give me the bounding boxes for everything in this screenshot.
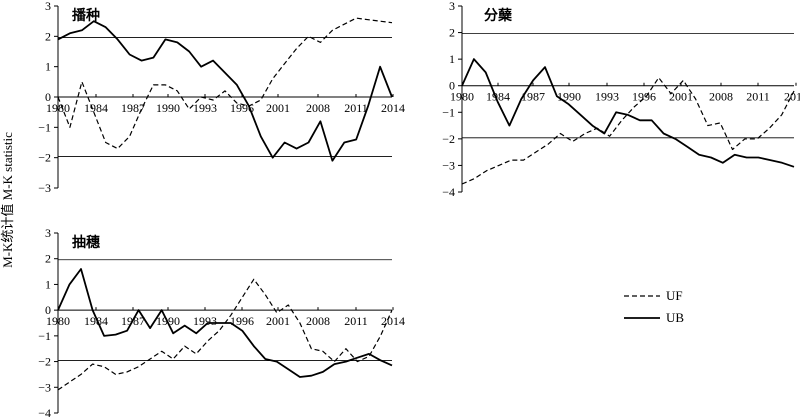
x-tick-label: 1993 [193,101,217,115]
y-tick-label: 0 [449,79,455,93]
x-tick-label: 1996 [632,90,656,104]
y-tick-label: 2 [449,26,455,40]
x-tick-label: 1984 [486,90,510,104]
x-tick-label: 2014 [381,314,405,328]
series-ub-line [461,58,795,168]
x-tick-label: 2011 [344,101,368,115]
x-tick-label: 1990 [156,101,180,115]
y-tick-label: −2 [38,355,51,369]
series-uf-line [461,77,795,185]
panel-title: 抽穗 [72,234,100,251]
x-tick-label: 2001 [266,314,290,328]
legend-ub-label: UB [666,310,684,325]
legend-uf-label: UF [666,288,683,303]
panel-title: 播种 [72,7,100,24]
y-tick-label: 3 [45,0,51,13]
x-tick-label: 1984 [84,101,108,115]
x-tick-label: 1996 [230,314,254,328]
x-tick-label: 1980 [46,314,70,328]
y-tick-label: 1 [45,60,51,74]
x-tick-label: 1993 [595,90,619,104]
x-tick-label: 1984 [84,314,108,328]
y-tick-label: −3 [38,181,51,195]
x-tick-label: 1980 [450,90,474,104]
y-tick-label: −4 [442,185,455,199]
y-tick-label: −2 [38,151,51,165]
series-uf-line [57,17,393,150]
x-tick-label: 2001 [266,101,290,115]
y-tick-label: 3 [45,226,51,240]
y-tick-label: −2 [442,132,455,146]
x-tick-label: 2014 [381,101,405,115]
y-tick-label: 3 [449,0,455,13]
x-tick-label: 1990 [557,90,581,104]
y-tick-label: 2 [45,29,51,43]
y-tick-label: 0 [45,90,51,104]
x-tick-label: 1987 [521,90,545,104]
series-ub-line [57,268,393,378]
x-tick-label: 2008 [306,101,330,115]
y-tick-label: 1 [45,277,51,291]
y-tick-label: −1 [442,105,455,119]
x-tick-label: 1980 [46,101,70,115]
series-ub-line [57,20,393,162]
y-tick-label: 0 [45,303,51,317]
y-tick-label: 1 [449,52,455,66]
y-tick-label: 2 [45,252,51,266]
x-tick-label: 1987 [121,101,145,115]
y-tick-label: −3 [442,158,455,172]
x-tick-label: 2008 [306,314,330,328]
y-tick-label: −1 [38,329,51,343]
legend: UF UB [624,288,684,325]
x-tick-label: 2001 [669,90,693,104]
x-tick-label: 2014 [784,90,800,104]
panel-title: 分蘖 [484,7,513,24]
y-tick-label: −3 [38,380,51,394]
panel-tillering: 3 2 1 0 −1 −2 −3 −4 1980 1984 1987 1990 1993 1996 2001… [442,0,800,199]
y-tick-label: −1 [38,120,51,134]
y-tick-label: −4 [38,406,51,419]
x-tick-label: 2008 [709,90,733,104]
x-tick-label: 1993 [193,314,217,328]
y-axis-label: M-K统计值 M-K statistic [0,132,15,268]
x-tick-label: 2011 [746,90,770,104]
x-tick-label: 2011 [344,314,368,328]
